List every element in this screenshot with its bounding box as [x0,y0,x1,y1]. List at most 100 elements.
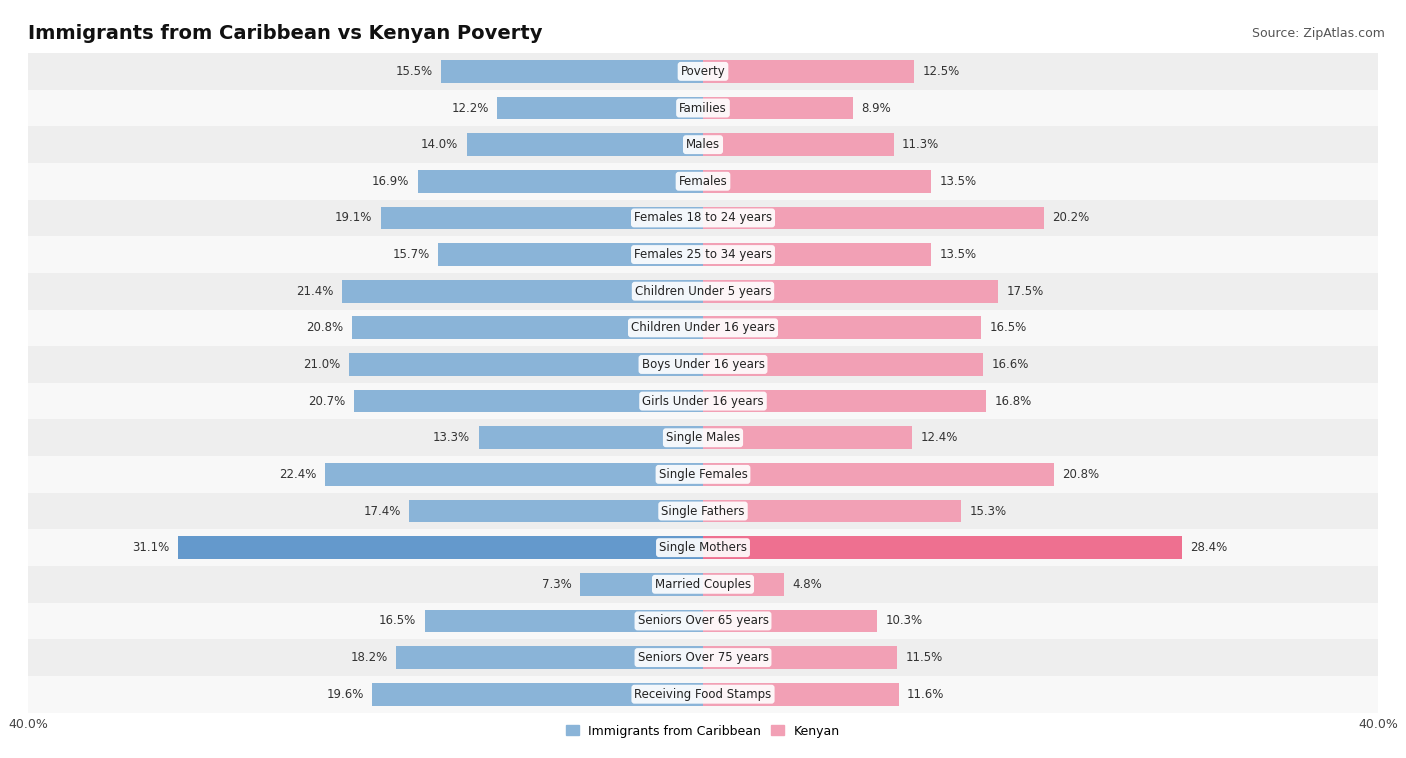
Text: 20.2%: 20.2% [1052,211,1090,224]
Bar [28,383,1378,419]
Text: 15.3%: 15.3% [970,505,1007,518]
Text: 16.5%: 16.5% [990,321,1026,334]
Text: 21.0%: 21.0% [304,358,340,371]
Bar [703,537,1182,559]
Bar [703,500,962,522]
Text: Children Under 16 years: Children Under 16 years [631,321,775,334]
Text: Source: ZipAtlas.com: Source: ZipAtlas.com [1251,27,1385,39]
Text: 18.2%: 18.2% [350,651,388,664]
Text: 14.0%: 14.0% [422,138,458,151]
Bar [467,133,703,156]
Text: Single Mothers: Single Mothers [659,541,747,554]
Bar [703,243,931,266]
Text: 17.5%: 17.5% [1007,285,1043,298]
Text: 15.5%: 15.5% [396,65,433,78]
Bar [439,243,703,266]
Bar [703,463,1054,486]
Bar [28,273,1378,309]
Text: 10.3%: 10.3% [886,615,922,628]
Text: Males: Males [686,138,720,151]
Bar [703,280,998,302]
Text: 20.7%: 20.7% [308,395,346,408]
Text: 11.5%: 11.5% [905,651,942,664]
Bar [28,346,1378,383]
Text: Females 18 to 24 years: Females 18 to 24 years [634,211,772,224]
Bar [28,639,1378,676]
Text: 13.5%: 13.5% [939,248,976,261]
Bar [28,89,1378,127]
Bar [441,60,703,83]
Text: 16.6%: 16.6% [991,358,1029,371]
Text: Single Fathers: Single Fathers [661,505,745,518]
Bar [342,280,703,302]
Bar [28,676,1378,713]
Bar [409,500,703,522]
Bar [703,390,987,412]
Bar [703,133,894,156]
Bar [418,170,703,193]
Bar [703,317,981,339]
Bar [28,309,1378,346]
Bar [703,573,785,596]
Text: 16.5%: 16.5% [380,615,416,628]
Bar [703,207,1043,229]
Text: 21.4%: 21.4% [297,285,333,298]
Text: Females: Females [679,175,727,188]
Bar [703,60,914,83]
Text: Females 25 to 34 years: Females 25 to 34 years [634,248,772,261]
Text: 20.8%: 20.8% [307,321,343,334]
Bar [28,199,1378,236]
Bar [373,683,703,706]
Text: 12.5%: 12.5% [922,65,959,78]
Bar [28,493,1378,529]
Text: 7.3%: 7.3% [541,578,571,590]
Bar [28,566,1378,603]
Text: Receiving Food Stamps: Receiving Food Stamps [634,688,772,700]
Text: Married Couples: Married Couples [655,578,751,590]
Text: Single Females: Single Females [658,468,748,481]
Bar [352,317,703,339]
Text: 19.6%: 19.6% [326,688,364,700]
Bar [325,463,703,486]
Text: Boys Under 16 years: Boys Under 16 years [641,358,765,371]
Bar [579,573,703,596]
Text: 13.5%: 13.5% [939,175,976,188]
Bar [28,603,1378,639]
Bar [28,456,1378,493]
Bar [179,537,703,559]
Text: 22.4%: 22.4% [280,468,316,481]
Text: 20.8%: 20.8% [1063,468,1099,481]
Bar [703,170,931,193]
Bar [396,647,703,669]
Text: Girls Under 16 years: Girls Under 16 years [643,395,763,408]
Bar [28,236,1378,273]
Text: 17.4%: 17.4% [364,505,401,518]
Text: 28.4%: 28.4% [1191,541,1227,554]
Text: 12.4%: 12.4% [921,431,957,444]
Bar [498,97,703,119]
Text: 15.7%: 15.7% [392,248,430,261]
Text: 31.1%: 31.1% [132,541,170,554]
Bar [28,127,1378,163]
Text: Single Males: Single Males [666,431,740,444]
Text: Families: Families [679,102,727,114]
Text: Poverty: Poverty [681,65,725,78]
Bar [478,427,703,449]
Bar [703,647,897,669]
Bar [381,207,703,229]
Bar [703,97,853,119]
Text: 4.8%: 4.8% [793,578,823,590]
Text: Seniors Over 75 years: Seniors Over 75 years [637,651,769,664]
Text: 8.9%: 8.9% [862,102,891,114]
Text: 11.6%: 11.6% [907,688,945,700]
Legend: Immigrants from Caribbean, Kenyan: Immigrants from Caribbean, Kenyan [561,719,845,743]
Bar [28,529,1378,566]
Text: 12.2%: 12.2% [451,102,489,114]
Bar [349,353,703,376]
Bar [703,353,983,376]
Bar [354,390,703,412]
Text: Immigrants from Caribbean vs Kenyan Poverty: Immigrants from Caribbean vs Kenyan Pove… [28,24,543,43]
Bar [703,683,898,706]
Text: 19.1%: 19.1% [335,211,373,224]
Text: 11.3%: 11.3% [903,138,939,151]
